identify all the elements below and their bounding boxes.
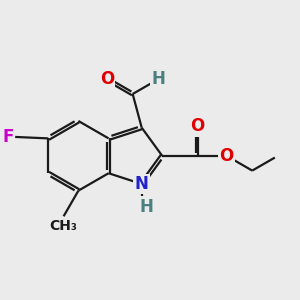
Text: O: O [190,117,204,135]
Text: CH₃: CH₃ [50,219,77,233]
Text: O: O [100,70,114,88]
Text: H: H [152,70,165,88]
Text: F: F [2,128,14,146]
Text: N: N [135,175,148,193]
Text: O: O [220,147,234,165]
Text: H: H [140,198,154,216]
